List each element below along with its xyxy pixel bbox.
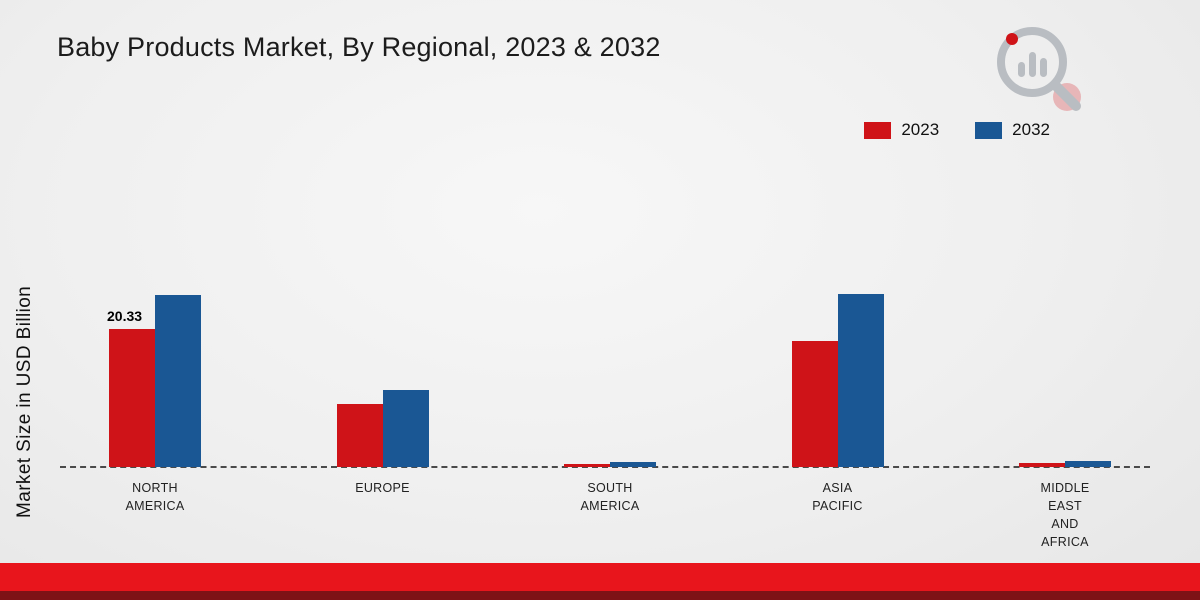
category-label: NORTH AMERICA: [125, 481, 185, 514]
zero-baseline-dashed: [60, 466, 1150, 468]
category-label: SOUTH AMERICA: [580, 481, 640, 514]
footer-dark-band: [0, 591, 1200, 600]
analytics-magnifier-logo-icon: [997, 27, 1081, 111]
legend-item-2032: 2032: [975, 120, 1050, 140]
legend-swatch-2032: [975, 121, 1003, 139]
bar-2023-1: [109, 328, 155, 467]
bar-2032-5: [1065, 460, 1111, 467]
legend-label-2023: 2023: [901, 120, 940, 139]
legend: 2023 2032: [864, 120, 1050, 140]
bar-2023-3: [564, 463, 610, 467]
legend-label-2032: 2032: [1012, 120, 1050, 139]
bar-data-label: 20.33: [107, 307, 143, 324]
bar-2032-3: [610, 462, 656, 467]
category-label: MIDDLE EAST AND AFRICA: [1040, 481, 1090, 550]
legend-swatch-2023: [864, 121, 892, 139]
bar-2032-2: [382, 389, 429, 467]
bar-2032-4: [837, 293, 884, 467]
category-label: EUROPE: [355, 481, 410, 495]
bar-2032-1: [155, 295, 201, 467]
bar-2023-4: [791, 341, 838, 467]
footer-red-band: [0, 563, 1200, 591]
legend-item-2023: 2023: [864, 120, 939, 140]
category-label: ASIA PACIFIC: [812, 481, 863, 514]
bar-2023-2: [336, 403, 383, 467]
bar-2023-5: [1019, 462, 1065, 467]
chart-title: Baby Products Market, By Regional, 2023 …: [57, 32, 661, 62]
